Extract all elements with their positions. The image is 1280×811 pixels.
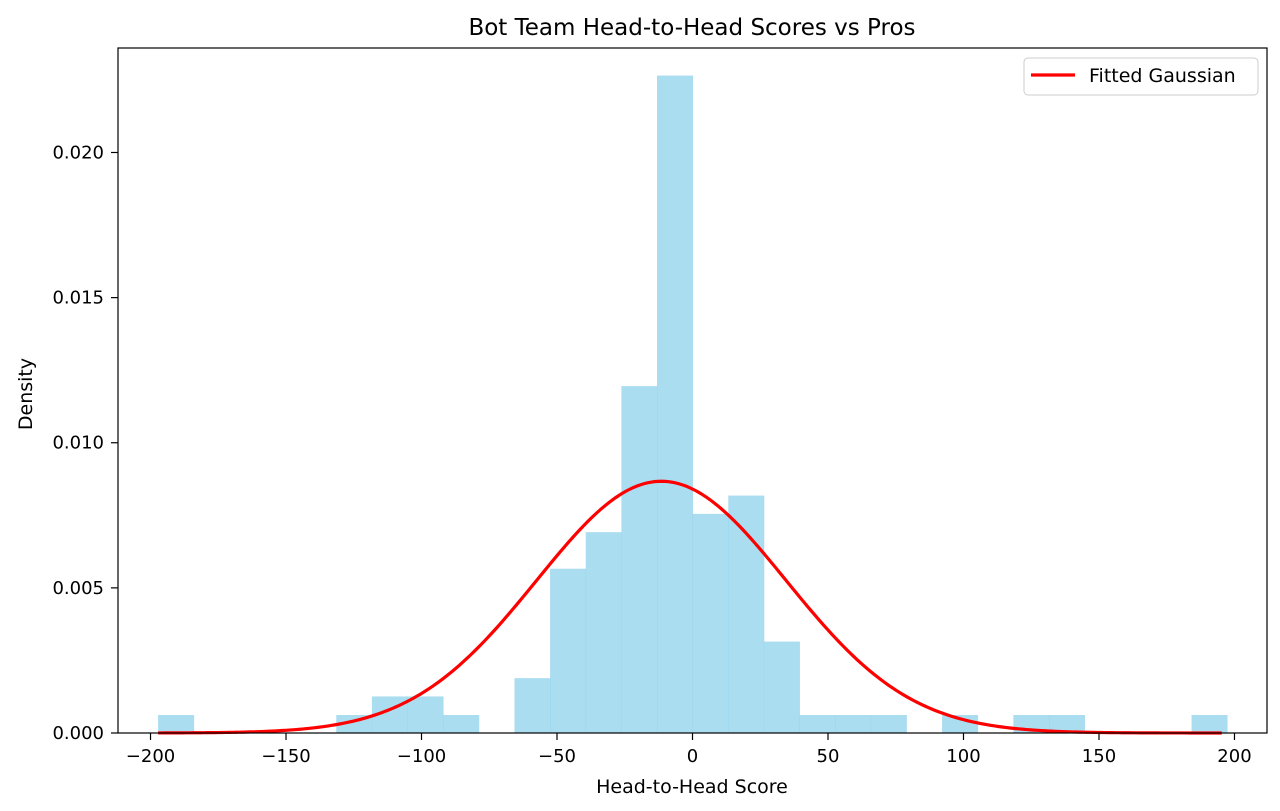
histogram-bar [835,715,872,733]
histogram-bar [585,532,622,733]
x-tick-label: −100 [397,746,446,767]
x-tick-label: 200 [1217,746,1251,767]
y-tick-label: 0.020 [52,142,104,163]
histogram-bar [763,641,800,733]
histogram-bar [407,696,444,733]
x-tick-label: −150 [261,746,310,767]
fitted-gaussian-line [158,479,1222,735]
histogram-bar [514,678,551,733]
x-axis: −200 −150 −100 −50 0 50 100 150 200 [126,733,1252,767]
histogram-bar [158,715,195,733]
histogram-bar [692,513,729,733]
x-tick-label: 0 [687,746,698,767]
y-tick-label: 0.015 [52,288,104,309]
y-tick-label: 0.000 [52,723,104,744]
histogram-bar [657,75,694,733]
histogram-bar [621,386,658,733]
plot-area [158,75,1228,735]
histogram-bar [550,568,587,733]
y-tick-label: 0.005 [52,578,104,599]
histogram-bar [1048,715,1086,733]
y-axis: 0.000 0.005 0.010 0.015 0.020 [52,142,118,744]
chart-title: Bot Team Head-to-Head Scores vs Pros [468,15,915,41]
x-tick-label: −200 [126,746,175,767]
legend-box [1023,57,1259,96]
histogram-bar [443,715,480,733]
x-tick-label: 150 [1082,746,1116,767]
x-axis-title: Head-to-Head Score [596,776,788,798]
legend: Fitted Gaussian [1023,57,1259,96]
x-tick-label: −50 [538,746,576,767]
histogram-bar [799,715,836,733]
y-axis-title: Density [15,358,37,430]
histogram-bar [1191,715,1228,733]
x-tick-label: 50 [817,746,840,767]
x-tick-label: 100 [946,746,980,767]
legend-label-fitted-gaussian: Fitted Gaussian [1089,65,1236,87]
y-tick-label: 0.010 [52,433,104,454]
histogram-bar [870,715,907,733]
